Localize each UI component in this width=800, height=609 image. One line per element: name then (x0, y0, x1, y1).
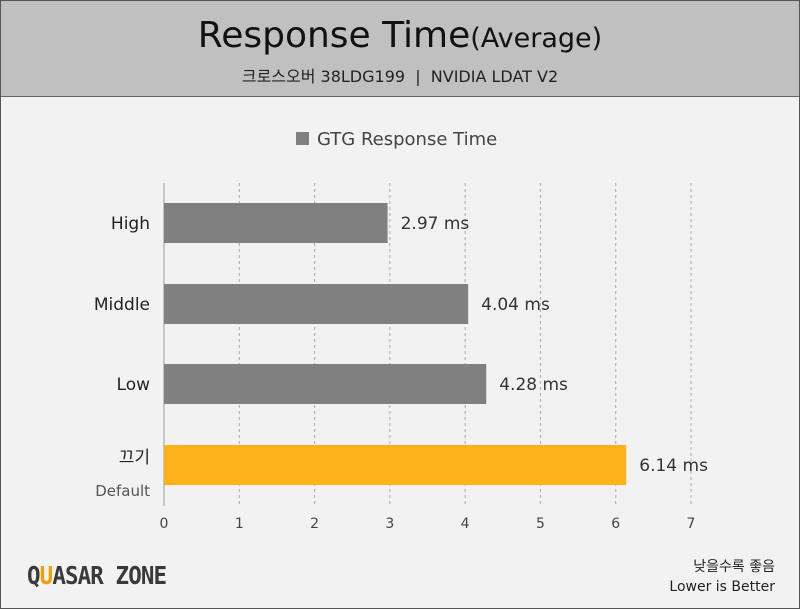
category-sublabel: Default (95, 482, 150, 500)
chart-title: Response Time(Average) (1, 15, 799, 56)
data-label: 6.14 ms (639, 456, 708, 476)
x-tick-label: 3 (385, 516, 394, 532)
quasarzone-logo: QUASAR ZONE (27, 561, 167, 590)
note-english: Lower is Better (669, 579, 775, 595)
category-label: High (111, 214, 150, 234)
x-tick-label: 2 (310, 516, 319, 532)
category-label: Middle (94, 295, 150, 315)
x-tick-label: 0 (160, 516, 169, 532)
note-korean: 낮을수록 좋음 (693, 559, 775, 575)
bar (164, 364, 487, 404)
header: Response Time(Average) 크로스오버 38LDG199 | … (1, 1, 799, 97)
x-tick-label: 7 (687, 516, 696, 532)
title-suffix: (Average) (470, 23, 603, 54)
note: 낮을수록 좋음 Lower is Better (669, 557, 775, 597)
category-label: Low (117, 375, 151, 395)
x-tick-label: 1 (235, 516, 244, 532)
data-label: 2.97 ms (401, 214, 470, 234)
data-label: 4.04 ms (481, 295, 550, 315)
x-tick-label: 6 (611, 516, 620, 532)
chart-subtitle: 크로스오버 38LDG199 | NVIDIA LDAT V2 (241, 67, 559, 86)
bar (164, 203, 388, 243)
bar (164, 445, 627, 485)
legend-label: GTG Response Time (317, 129, 497, 150)
title-main: Response Time (197, 15, 471, 56)
data-label: 4.28 ms (499, 375, 568, 395)
bar (164, 284, 469, 324)
legend-swatch (296, 132, 309, 145)
x-tick-label: 4 (461, 516, 470, 532)
category-label: 끄기 (119, 448, 150, 468)
x-tick-label: 5 (536, 516, 545, 532)
